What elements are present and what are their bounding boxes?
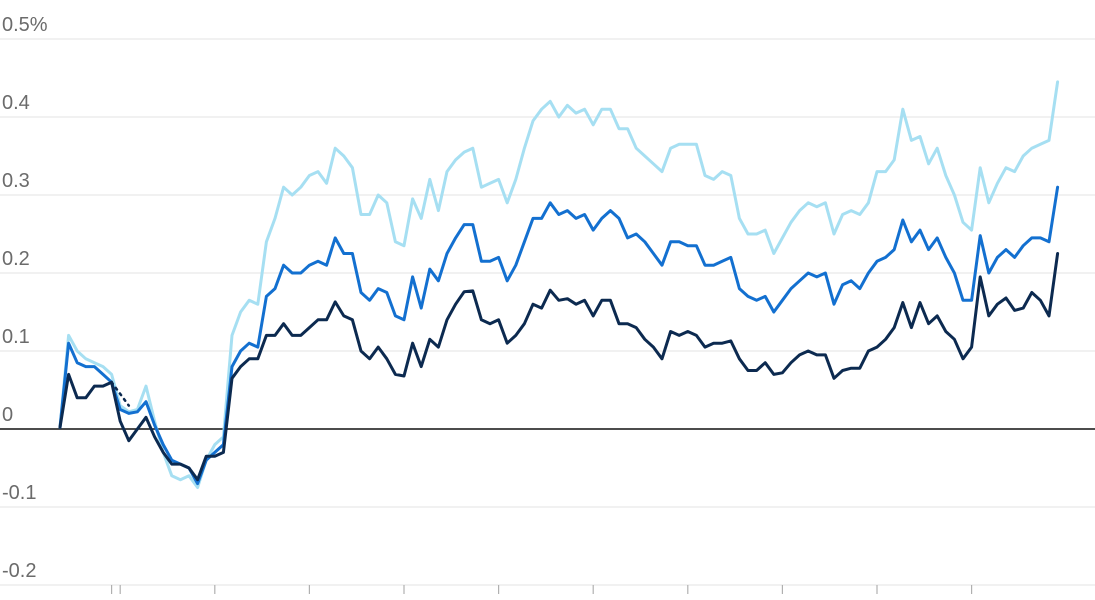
y-tick-label: 0: [2, 404, 13, 426]
y-tick-label: 0.1: [2, 326, 30, 348]
series-lines: [58, 80, 1060, 489]
y-tick-label: 0.3: [2, 170, 30, 192]
y-tick-label: -0.1: [2, 482, 36, 504]
y-tick-label: 0.5%: [2, 14, 48, 36]
y-tick-label: 0.2: [2, 248, 30, 270]
x-axis-ticks: [110, 585, 973, 594]
y-tick-label: -0.2: [2, 560, 36, 582]
dotted-segment: [110, 380, 131, 407]
series-line-2: [58, 185, 1060, 486]
y-axis-tick-labels: 0.5% 0.4 0.3 0.2 0.1 0 -0.1 -0.2: [2, 14, 48, 582]
y-tick-label: 0.4: [2, 92, 30, 114]
gridlines: [0, 38, 1095, 586]
series-line-1: [58, 80, 1060, 489]
series-line-3: [58, 252, 1060, 482]
